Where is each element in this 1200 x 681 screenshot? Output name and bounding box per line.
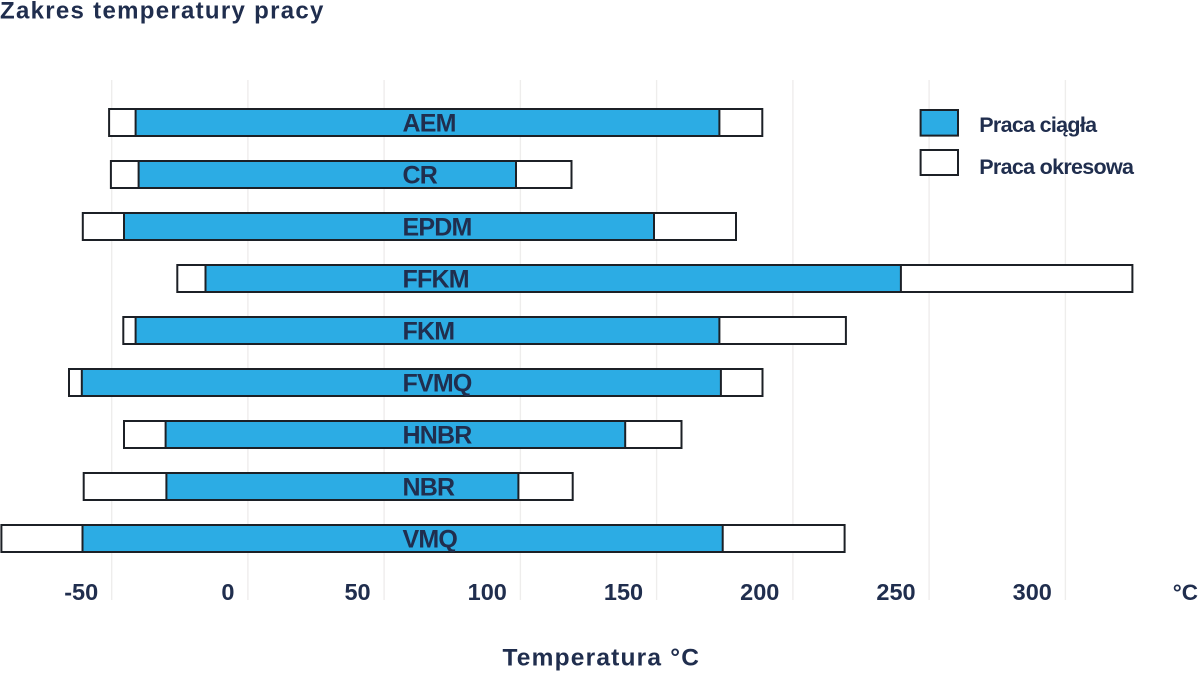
- svg-text:NBR: NBR: [403, 474, 456, 502]
- svg-text:°C: °C: [1173, 580, 1198, 605]
- svg-text:Temperatura °C: Temperatura °C: [502, 645, 700, 672]
- svg-text:-50: -50: [64, 579, 98, 605]
- svg-text:300: 300: [1013, 579, 1052, 605]
- svg-text:Zakres temperatury pracy: Zakres temperatury pracy: [0, 0, 325, 25]
- svg-text:VMQ: VMQ: [403, 526, 458, 554]
- svg-text:100: 100: [468, 579, 507, 605]
- svg-text:CR: CR: [403, 162, 438, 190]
- svg-text:Praca ciągła: Praca ciągła: [979, 113, 1098, 137]
- svg-text:EPDM: EPDM: [403, 214, 472, 242]
- svg-text:HNBR: HNBR: [403, 422, 473, 450]
- svg-text:FKM: FKM: [403, 318, 455, 346]
- svg-text:150: 150: [604, 579, 643, 605]
- svg-text:AEM: AEM: [403, 110, 456, 138]
- svg-text:FFKM: FFKM: [403, 266, 469, 294]
- svg-text:50: 50: [344, 579, 370, 605]
- svg-text:250: 250: [876, 579, 915, 605]
- svg-text:200: 200: [740, 579, 779, 605]
- svg-text:FVMQ: FVMQ: [403, 370, 472, 398]
- svg-text:Praca okresowa: Praca okresowa: [979, 155, 1135, 179]
- svg-text:0: 0: [221, 579, 234, 605]
